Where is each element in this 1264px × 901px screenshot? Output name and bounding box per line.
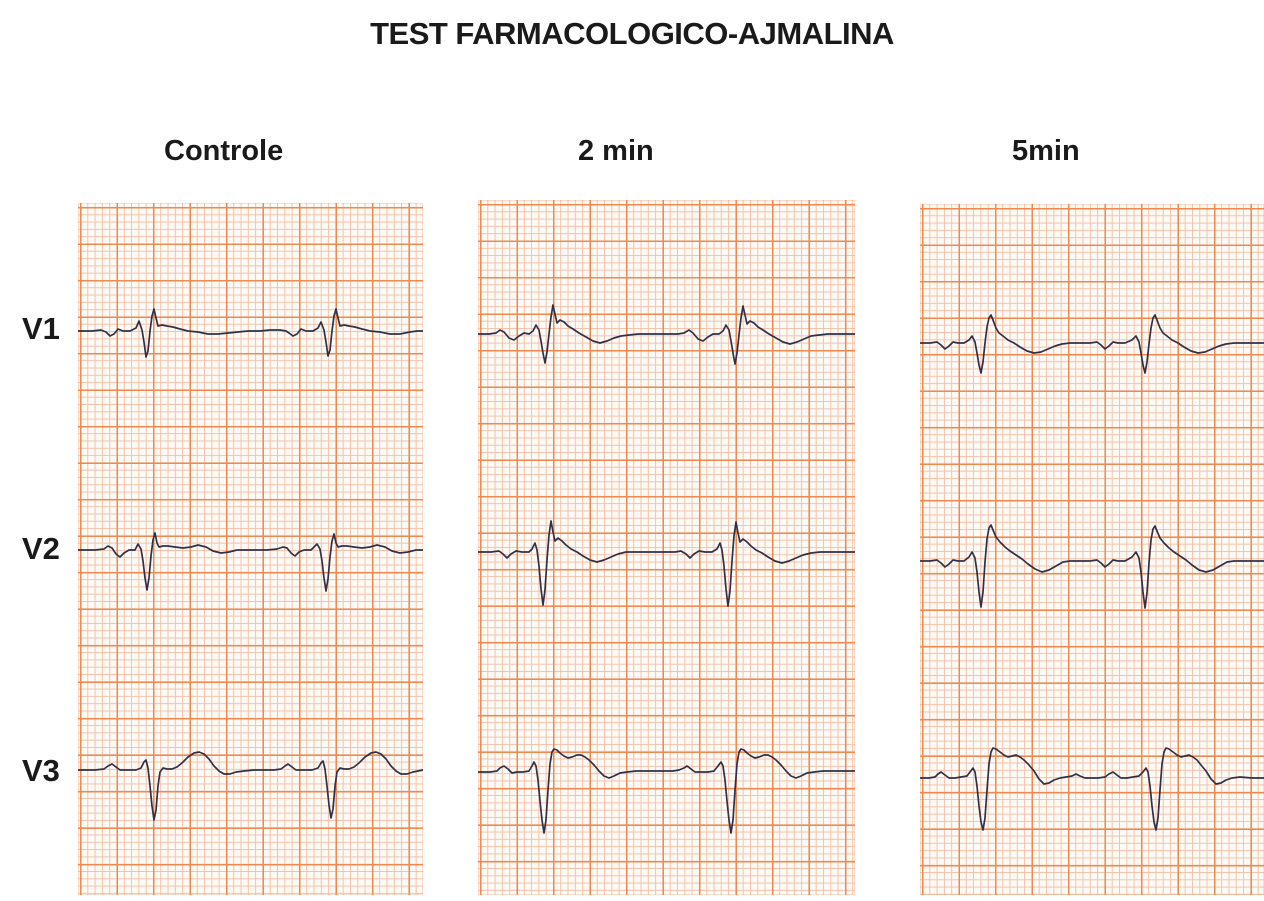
ecg-trace-v3 bbox=[78, 751, 423, 821]
ecg-trace-v2 bbox=[920, 524, 1264, 609]
lead-label-v1: V1 bbox=[22, 311, 60, 346]
ecg-trace-v1 bbox=[78, 308, 423, 358]
ecg-trace-v1 bbox=[478, 304, 855, 365]
ecg-strip-svg bbox=[78, 308, 423, 821]
column-header-controle: Controle bbox=[164, 135, 284, 167]
ecg-trace-v3 bbox=[478, 748, 855, 834]
ecg-strip-svg bbox=[478, 304, 855, 834]
ecg-trace-v2 bbox=[478, 520, 855, 607]
ecg-panel-2-min bbox=[478, 200, 855, 895]
ecg-trace-v2 bbox=[78, 532, 423, 592]
ecg-trace-v3 bbox=[920, 747, 1264, 831]
lead-label-v3: V3 bbox=[22, 753, 60, 788]
lead-label-v2: V2 bbox=[22, 531, 60, 566]
ecg-panel-controle bbox=[78, 203, 423, 895]
ecg-panel-5min bbox=[920, 204, 1264, 895]
column-header-2min: 2 min bbox=[578, 135, 654, 167]
ecg-strip-svg bbox=[920, 314, 1264, 831]
ecg-trace-v1 bbox=[920, 314, 1264, 374]
column-header-5min: 5min bbox=[1012, 135, 1080, 167]
page-title: TEST FARMACOLOGICO-AJMALINA bbox=[370, 16, 894, 51]
